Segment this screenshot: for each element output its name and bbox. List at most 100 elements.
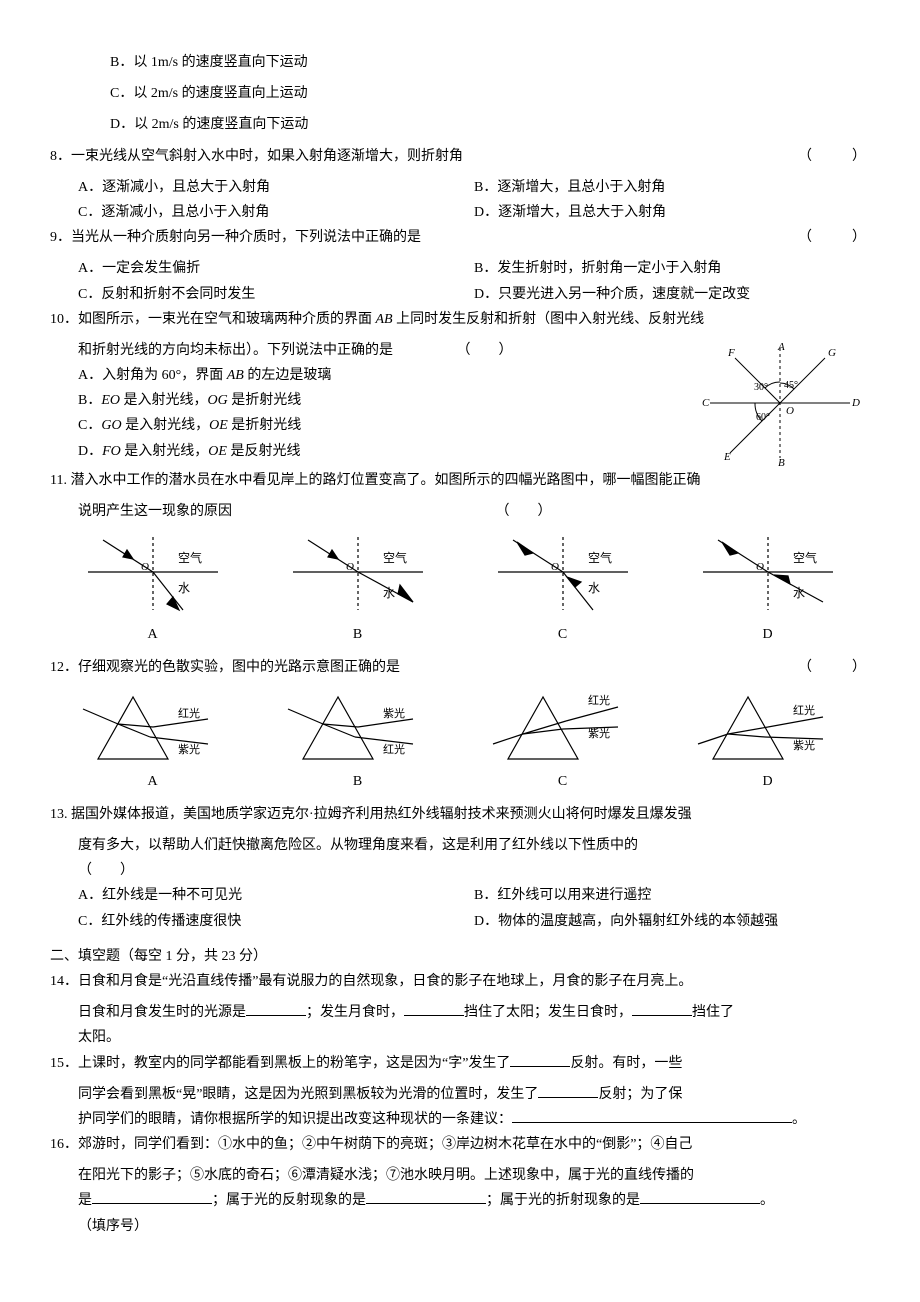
q7-option-d: D．以 2m/s 的速度竖直向下运动 xyxy=(50,112,870,137)
svg-text:红光: 红光 xyxy=(793,703,815,717)
svg-text:空气: 空气 xyxy=(588,550,612,565)
q13-options-row1: A．红外线是一种不可见光 B．红外线可以用来进行遥控 xyxy=(50,883,870,908)
q10-option-a: A．入射角为 60°，界面 AB 的左边是玻璃 xyxy=(50,363,690,388)
q14-line3: 太阳。 xyxy=(50,1025,870,1050)
q8-stem-text: 8．一束光线从空气斜射入水中时，如果入射角逐渐增大，则折射角 xyxy=(50,149,463,164)
blank xyxy=(632,1001,692,1016)
q11-stem-line1: 11. 潜入水中工作的潜水员在水中看见岸上的路灯位置变高了。如图所示的四幅光路图… xyxy=(50,468,870,493)
svg-text:紫光: 紫光 xyxy=(178,742,200,756)
svg-text:A: A xyxy=(777,341,785,353)
svg-text:红光: 红光 xyxy=(178,706,200,720)
q11-fig-d: 空气 水 O D xyxy=(698,532,838,647)
svg-text:C: C xyxy=(702,397,710,409)
svg-text:O: O xyxy=(141,561,149,573)
q10-figure: A B C D E F G O 30° 45° 60° xyxy=(690,338,870,468)
svg-text:F: F xyxy=(727,347,735,359)
q10-option-b: B．EO 是入射光线，OG 是折射光线 xyxy=(50,388,690,413)
q14-line2: 日食和月食发生时的光源是；发生月食时，挡住了太阳；发生日食时，挡住了 xyxy=(50,1000,870,1025)
q9-options-row2: C．反射和折射不会同时发生 D．只要光进入另一种介质，速度就一定改变 xyxy=(50,282,870,307)
svg-text:60°: 60° xyxy=(756,412,770,423)
q11-stem-line2: 说明产生这一现象的原因 （ ） xyxy=(50,499,870,524)
q10-stem-line2: 和折射光线的方向均未标出）。下列说法中正确的是 （ ） xyxy=(50,338,690,363)
q10-stem-line1: 10．如图所示，一束光在空气和玻璃两种介质的界面 AB 上同时发生反射和折射（图… xyxy=(50,307,870,332)
svg-text:空气: 空气 xyxy=(793,550,817,565)
q14-line1: 14．日食和月食是“光沿直线传播”最有说服力的自然现象，日食的影子在地球上，月食… xyxy=(50,969,870,994)
q10-option-d: D．FO 是入射光线，OE 是反射光线 xyxy=(50,439,690,464)
svg-text:B: B xyxy=(778,457,785,468)
blank xyxy=(404,1001,464,1016)
q9-options-row1: A．一定会发生偏折 B．发生折射时，折射角一定小于入射角 xyxy=(50,256,870,281)
q8-option-c: C．逐渐减小，且总小于入射角 xyxy=(78,200,474,225)
q8-options-row2: C．逐渐减小，且总小于入射角 D．逐渐增大，且总大于入射角 xyxy=(50,200,870,225)
q16-line3: 是；属于光的反射现象的是；属于光的折射现象的是。 xyxy=(50,1188,870,1213)
blank xyxy=(510,1052,570,1067)
svg-text:空气: 空气 xyxy=(178,550,202,565)
q8-options-row1: A．逐渐减小，且总大于入射角 B．逐渐增大，且总小于入射角 xyxy=(50,175,870,200)
q8-paren: （ ） xyxy=(798,144,870,169)
svg-text:紫光: 紫光 xyxy=(793,738,815,752)
svg-text:O: O xyxy=(786,405,794,417)
q16-line4: （填序号） xyxy=(50,1214,870,1239)
section-2-heading: 二、填空题（每空 1 分，共 23 分） xyxy=(50,944,870,969)
q11-fig-a: 空气 水 O A xyxy=(83,532,223,647)
q8-option-b: B．逐渐增大，且总小于入射角 xyxy=(474,175,870,200)
q12-figures: 红光 紫光 A 紫光 红光 B xyxy=(50,689,870,794)
svg-text:D: D xyxy=(851,397,860,409)
blank xyxy=(512,1108,792,1123)
svg-text:E: E xyxy=(723,451,731,463)
svg-text:紫光: 紫光 xyxy=(383,706,405,720)
svg-text:红光: 红光 xyxy=(383,742,405,756)
q13-option-b: B．红外线可以用来进行遥控 xyxy=(474,883,870,908)
q13-option-c: C．红外线的传播速度很快 xyxy=(78,909,474,934)
q13-option-d: D．物体的温度越高，向外辐射红外线的本领越强 xyxy=(474,909,870,934)
q12-fig-b: 紫光 红光 B xyxy=(283,689,433,794)
q10-option-c: C．GO 是入射光线，OE 是折射光线 xyxy=(50,413,690,438)
svg-text:紫光: 紫光 xyxy=(588,726,610,740)
q7-option-c: C．以 2m/s 的速度竖直向上运动 xyxy=(50,81,870,106)
blank xyxy=(366,1189,486,1204)
blank xyxy=(538,1083,598,1098)
q9-option-c: C．反射和折射不会同时发生 xyxy=(78,282,474,307)
q8-option-a: A．逐渐减小，且总大于入射角 xyxy=(78,175,474,200)
blank xyxy=(640,1189,760,1204)
svg-text:30°: 30° xyxy=(754,382,768,393)
q9-option-b: B．发生折射时，折射角一定小于入射角 xyxy=(474,256,870,281)
svg-text:45°: 45° xyxy=(784,380,798,391)
q8-option-d: D．逐渐增大，且总大于入射角 xyxy=(474,200,870,225)
q11-fig-b: 空气 水 O B xyxy=(288,532,428,647)
q11-figures: 空气 水 O A 空气 水 O B xyxy=(50,532,870,647)
svg-text:O: O xyxy=(551,561,559,573)
q11-fig-c: 空气 水 O C xyxy=(493,532,633,647)
q13-options-row2: C．红外线的传播速度很快 D．物体的温度越高，向外辐射红外线的本领越强 xyxy=(50,909,870,934)
svg-text:水: 水 xyxy=(178,581,190,595)
q15-line3: 护同学们的眼睛，请你根据所学的知识提出改变这种现状的一条建议：。 xyxy=(50,1107,870,1132)
q13-stem-line2: 度有多大，以帮助人们赶快撤离危险区。从物理角度来看，这是利用了红外线以下性质中的 xyxy=(50,833,870,858)
svg-text:水: 水 xyxy=(588,581,600,595)
q15-line2: 同学会看到黑板“晃”眼睛，这是因为光照到黑板较为光滑的位置时，发生了反射；为了保 xyxy=(50,1082,870,1107)
q9-paren: （ ） xyxy=(798,225,870,250)
q13-option-a: A．红外线是一种不可见光 xyxy=(78,883,474,908)
q13-stem-line1: 13. 据国外媒体报道，美国地质学家迈克尔·拉姆齐利用热红外线辐射技术来预测火山… xyxy=(50,802,870,827)
q7-option-b: B．以 1m/s 的速度竖直向下运动 xyxy=(50,50,870,75)
svg-text:G: G xyxy=(828,347,836,359)
q13-paren: （ ） xyxy=(50,858,870,883)
q11-paren: （ ） xyxy=(496,504,552,519)
q12-stem: 12．仔细观察光的色散实验，图中的光路示意图正确的是 （ ） xyxy=(50,655,870,680)
q12-fig-c: 红光 紫光 C xyxy=(488,689,638,794)
q12-paren: （ ） xyxy=(798,655,870,680)
q9-option-a: A．一定会发生偏折 xyxy=(78,256,474,281)
q9-stem: 9．当光从一种介质射向另一种介质时，下列说法中正确的是 （ ） xyxy=(50,225,870,250)
q8-stem: 8．一束光线从空气斜射入水中时，如果入射角逐渐增大，则折射角 （ ） xyxy=(50,144,870,169)
q9-stem-text: 9．当光从一种介质射向另一种介质时，下列说法中正确的是 xyxy=(50,230,421,245)
svg-text:O: O xyxy=(346,561,354,573)
q12-fig-a: 红光 紫光 A xyxy=(78,689,228,794)
blank xyxy=(92,1189,212,1204)
svg-text:红光: 红光 xyxy=(588,693,610,707)
q12-fig-d: 红光 紫光 D xyxy=(693,689,843,794)
q15-line1: 15．上课时，教室内的同学都能看到黑板上的粉笔字，这是因为“字”发生了反射。有时… xyxy=(50,1051,870,1076)
svg-text:水: 水 xyxy=(383,586,395,600)
q16-line2: 在阳光下的影子；⑤水底的奇石；⑥潭清疑水浅；⑦池水映月明。上述现象中，属于光的直… xyxy=(50,1163,870,1188)
svg-text:空气: 空气 xyxy=(383,550,407,565)
blank xyxy=(246,1001,306,1016)
q9-option-d: D．只要光进入另一种介质，速度就一定改变 xyxy=(474,282,870,307)
